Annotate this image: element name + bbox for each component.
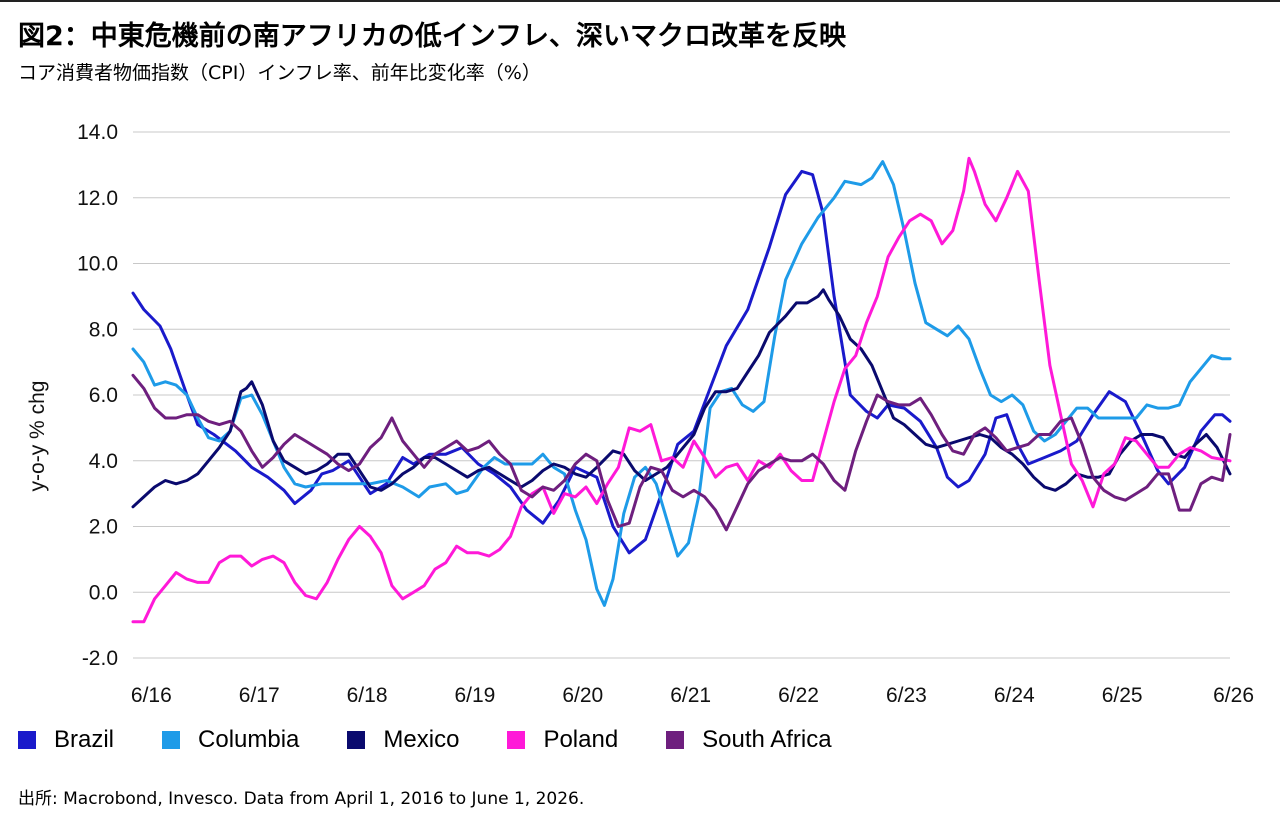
x-tick-label: 6/22	[778, 684, 819, 707]
line-chart: -2.0 0.0 2.0 4.0 6.0 8.0 10.0 12.0 14.0 6/16 6/17…	[26, 121, 1254, 707]
legend-label: Mexico	[383, 726, 460, 753]
legend-swatch	[666, 731, 685, 749]
x-tick-label: 6/25	[1102, 684, 1143, 707]
series-line-poland	[131, 156, 1232, 624]
y-tick-label: 0.0	[89, 581, 118, 604]
x-tick-label: 6/20	[562, 684, 603, 707]
x-axis-ticks: 6/16 6/17 6/18 6/19 6/20 6/21 6/22 6/23 6/24 6/25…	[131, 684, 1254, 707]
legend-item-poland: Poland	[507, 726, 618, 754]
y-axis-title: y-o-y % chg	[26, 381, 49, 492]
y-tick-label: 10.0	[77, 253, 118, 276]
legend-label: Poland	[543, 726, 619, 753]
legend-item-south-africa: South Africa	[666, 726, 832, 754]
x-tick-label: 6/19	[454, 684, 495, 707]
chart-title: 図2：中東危機前の南アフリカの低インフレ、深いマクロ改革を反映	[18, 21, 846, 52]
x-tick-label: 6/18	[347, 684, 388, 707]
x-tick-label: 6/26	[1213, 684, 1254, 707]
legend-swatch	[18, 731, 36, 749]
legend-item-mexico: Mexico	[347, 726, 459, 754]
x-tick-label: 6/16	[131, 684, 172, 707]
series-line-south-africa	[131, 373, 1232, 532]
legend-item-brazil: Brazil	[18, 726, 114, 754]
series-line-columbia	[131, 160, 1232, 607]
y-tick-label: -2.0	[82, 647, 118, 670]
x-tick-label: 6/23	[886, 684, 927, 707]
legend-swatch	[347, 731, 366, 749]
x-tick-label: 6/17	[239, 684, 280, 707]
y-axis-ticks: -2.0 0.0 2.0 4.0 6.0 8.0 10.0 12.0 14.0	[77, 121, 118, 670]
legend-label: South Africa	[702, 726, 832, 753]
y-tick-label: 4.0	[89, 450, 118, 473]
x-tick-label: 6/21	[670, 684, 711, 707]
y-tick-label: 2.0	[89, 516, 118, 539]
top-rule	[0, 0, 1280, 2]
series-line-mexico	[131, 288, 1232, 509]
legend-item-columbia: Columbia	[162, 726, 299, 754]
legend-label: Columbia	[198, 726, 300, 753]
y-tick-label: 8.0	[89, 318, 118, 341]
x-tick-label: 6/24	[994, 684, 1035, 707]
legend-swatch	[507, 731, 526, 749]
legend: Brazil Columbia Mexico Poland South Africa	[18, 724, 880, 756]
chart-subtitle: コア消費者物価指数（CPI）インフレ率、前年比変化率（%）	[18, 62, 541, 84]
source-note: 出所: Macrobond, Invesco. Data from April …	[18, 789, 585, 809]
legend-label: Brazil	[54, 726, 115, 753]
series-lines	[131, 156, 1232, 624]
legend-swatch	[162, 731, 181, 749]
y-tick-label: 6.0	[89, 384, 118, 407]
gridlines	[133, 131, 1230, 659]
y-tick-label: 12.0	[77, 187, 118, 210]
y-tick-label: 14.0	[77, 121, 118, 144]
